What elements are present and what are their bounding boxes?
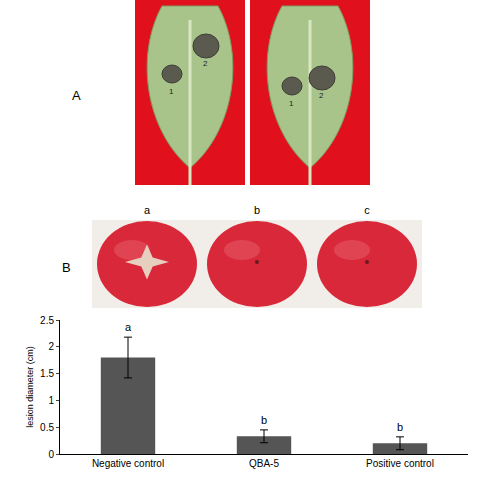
svg-text:0.5: 0.5 bbox=[40, 422, 54, 433]
svg-text:B: B bbox=[62, 260, 71, 275]
svg-text:A: A bbox=[72, 88, 81, 103]
svg-text:a: a bbox=[144, 204, 151, 216]
svg-text:a: a bbox=[125, 321, 132, 333]
svg-text:QBA-5: QBA-5 bbox=[249, 458, 279, 469]
svg-text:b: b bbox=[254, 204, 260, 216]
svg-text:c: c bbox=[364, 204, 370, 216]
svg-text:1: 1 bbox=[48, 395, 54, 406]
svg-text:1.5: 1.5 bbox=[40, 368, 54, 379]
svg-text:2: 2 bbox=[203, 59, 208, 68]
svg-text:b: b bbox=[261, 414, 267, 426]
svg-text:b: b bbox=[397, 421, 403, 433]
svg-text:Positive control: Positive control bbox=[366, 458, 434, 469]
svg-text:1: 1 bbox=[289, 99, 294, 108]
svg-text:2.5: 2.5 bbox=[40, 315, 54, 326]
svg-text:1: 1 bbox=[169, 87, 174, 96]
svg-text:Negative control: Negative control bbox=[92, 458, 164, 469]
svg-text:2: 2 bbox=[319, 91, 324, 100]
svg-text:2: 2 bbox=[48, 341, 54, 352]
svg-text:0: 0 bbox=[48, 449, 54, 460]
svg-text:lesion diameter (cm): lesion diameter (cm) bbox=[25, 346, 35, 428]
